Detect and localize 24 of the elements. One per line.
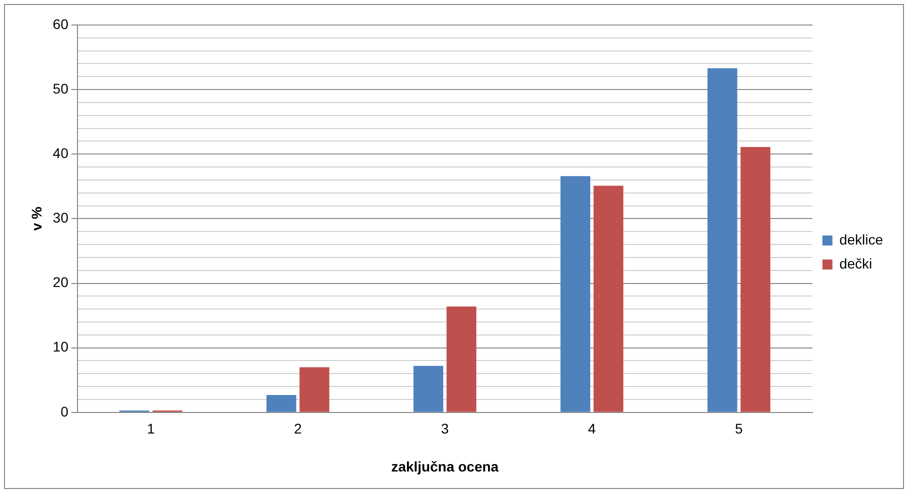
bar [560, 176, 590, 412]
y-axis-title: v % [28, 206, 44, 231]
y-tick-label: 10 [52, 338, 69, 355]
x-tick-label: 3 [441, 420, 449, 437]
bar [707, 68, 738, 412]
bar [446, 306, 476, 412]
y-tick-label: 20 [52, 274, 69, 290]
bar [740, 147, 770, 412]
x-tick-label: 2 [294, 420, 302, 437]
y-tick-label: 50 [52, 80, 69, 96]
y-tick-label: 60 [52, 16, 69, 32]
bar [266, 394, 296, 412]
x-axis-title: zaključna ocena [391, 458, 499, 474]
bar [300, 367, 330, 412]
y-tick-label: 0 [60, 403, 69, 420]
legend-label: dečki [839, 255, 872, 272]
x-tick-label: 4 [588, 420, 596, 437]
x-tick-label: 5 [735, 420, 744, 437]
x-tick-label: 1 [146, 420, 155, 437]
legend-label: deklice [839, 231, 884, 248]
y-tick-label: 40 [52, 144, 69, 161]
y-tick-label: 30 [52, 210, 69, 226]
bar [413, 366, 444, 412]
bar [594, 186, 624, 412]
